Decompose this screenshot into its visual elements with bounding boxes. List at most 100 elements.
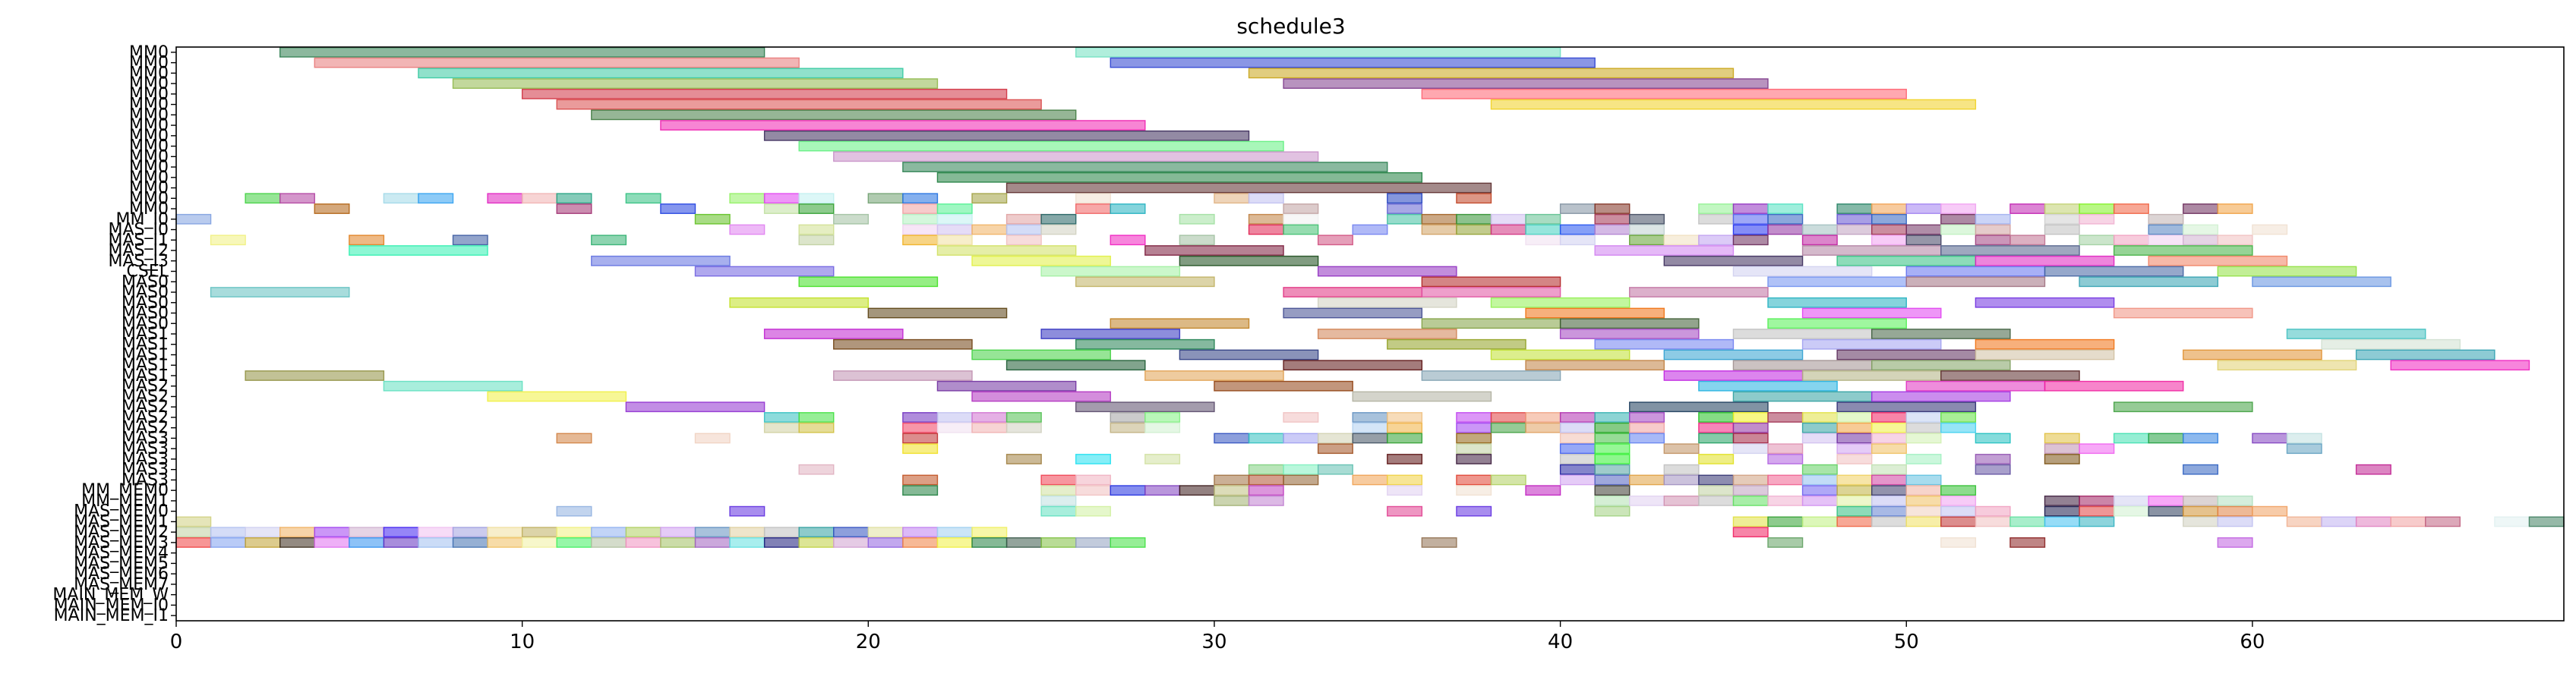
task-bar: [1975, 349, 2115, 360]
task-bar: [1075, 474, 1111, 486]
task-bar: [1421, 537, 1457, 548]
task-bar: [2148, 505, 2184, 517]
task-bar: [1387, 485, 1423, 496]
task-bar: [2217, 505, 2253, 517]
task-bar: [1940, 485, 1977, 496]
task-bar: [1559, 412, 1596, 423]
task-bar: [1283, 474, 1319, 486]
task-bar: [1490, 349, 1631, 360]
task-bar: [556, 527, 592, 538]
task-bar: [2217, 203, 2253, 214]
task-bar: [1594, 485, 1631, 496]
chart-title: schedule3: [1236, 14, 1345, 39]
task-bar: [1421, 276, 1561, 288]
task-bar: [2183, 496, 2219, 506]
task-bar: [2183, 203, 2219, 214]
task-bar: [1456, 213, 1492, 225]
task-bar: [1283, 307, 1423, 319]
task-bar: [1594, 338, 1735, 350]
task-bar: [1767, 537, 1804, 548]
task-bar: [487, 193, 523, 204]
task-bar: [1836, 203, 1873, 214]
task-bar: [1456, 224, 1492, 235]
task-bar: [210, 234, 246, 246]
task-bar: [2079, 203, 2115, 214]
task-bar: [971, 255, 1111, 266]
task-bar: [1456, 193, 1492, 204]
task-bar: [349, 527, 385, 538]
y-tick-label: MAS3: [122, 429, 169, 448]
y-tick-label: MM0: [129, 64, 169, 83]
task-bar: [1456, 474, 1492, 486]
task-bar: [1801, 485, 1838, 496]
task-bar: [1975, 464, 2011, 475]
task-bar: [625, 537, 661, 548]
task-bar: [1387, 203, 1423, 214]
task-bar: [1179, 234, 1215, 246]
task-bar: [1905, 412, 1942, 423]
task-bar: [2217, 516, 2253, 527]
task-bar: [2252, 505, 2288, 517]
task-bar: [245, 193, 281, 204]
task-bar: [1870, 443, 1907, 455]
task-bar: [729, 537, 766, 548]
task-bar: [1456, 412, 1492, 423]
task-bar: [2079, 443, 2115, 455]
task-bar: [798, 140, 1284, 152]
task-bar: [729, 505, 766, 517]
task-bar: [1663, 474, 1700, 486]
task-bar: [1283, 412, 1319, 423]
task-bar: [1940, 537, 1977, 548]
task-bar: [175, 527, 212, 538]
task-bar: [1005, 213, 1042, 225]
task-bar: [1559, 474, 1596, 486]
task-bar: [2183, 224, 2219, 235]
task-bar: [1732, 474, 1769, 486]
task-bar: [1732, 203, 1769, 214]
task-bar: [1975, 224, 2011, 235]
task-bar: [1490, 474, 1526, 486]
task-bar: [1005, 412, 1042, 423]
task-bar: [1698, 454, 1735, 464]
task-bar: [2044, 454, 2080, 464]
task-bar: [2355, 349, 2496, 360]
task-bar: [1905, 485, 1942, 496]
task-bar: [2148, 234, 2184, 246]
y-tick-label: CSEL: [127, 263, 169, 282]
y-tick-label: MAS3: [122, 450, 169, 469]
y-tick-label: MAS_MEM3: [74, 533, 169, 552]
task-bar: [1248, 474, 1284, 486]
task-bar: [2113, 234, 2149, 246]
task-bar: [2252, 224, 2288, 235]
task-bar: [1732, 527, 1769, 538]
task-bar: [1387, 422, 1423, 433]
task-bar: [1283, 464, 1319, 475]
task-bar: [1732, 496, 1769, 506]
task-bar: [1801, 338, 1942, 350]
task-bar: [971, 412, 1008, 423]
task-bar: [418, 527, 454, 538]
y-tick-label: MM0: [129, 158, 169, 177]
x-tick-label: 20: [856, 631, 881, 653]
task-bar: [971, 537, 1008, 548]
task-bar: [1040, 505, 1077, 517]
task-bar: [2044, 433, 2080, 444]
task-bar: [487, 527, 523, 538]
task-bar: [660, 120, 1146, 131]
task-bar: [763, 130, 1250, 141]
task-bar: [798, 422, 835, 433]
task-bar: [1940, 370, 2080, 381]
task-bar: [1525, 224, 1561, 235]
y-tick-label: MAS_MEM5: [74, 554, 169, 573]
task-bar: [1870, 422, 1907, 433]
task-bar: [1559, 454, 1596, 464]
y-tick-label: MAS0: [122, 283, 169, 302]
task-bar: [175, 516, 212, 527]
x-tick-label: 10: [510, 631, 535, 653]
task-bar: [660, 537, 696, 548]
task-bar: [1975, 255, 2115, 266]
task-bar: [1870, 234, 1907, 246]
task-bar: [971, 391, 1111, 402]
task-bar: [1525, 422, 1561, 433]
task-bar: [2113, 496, 2149, 506]
